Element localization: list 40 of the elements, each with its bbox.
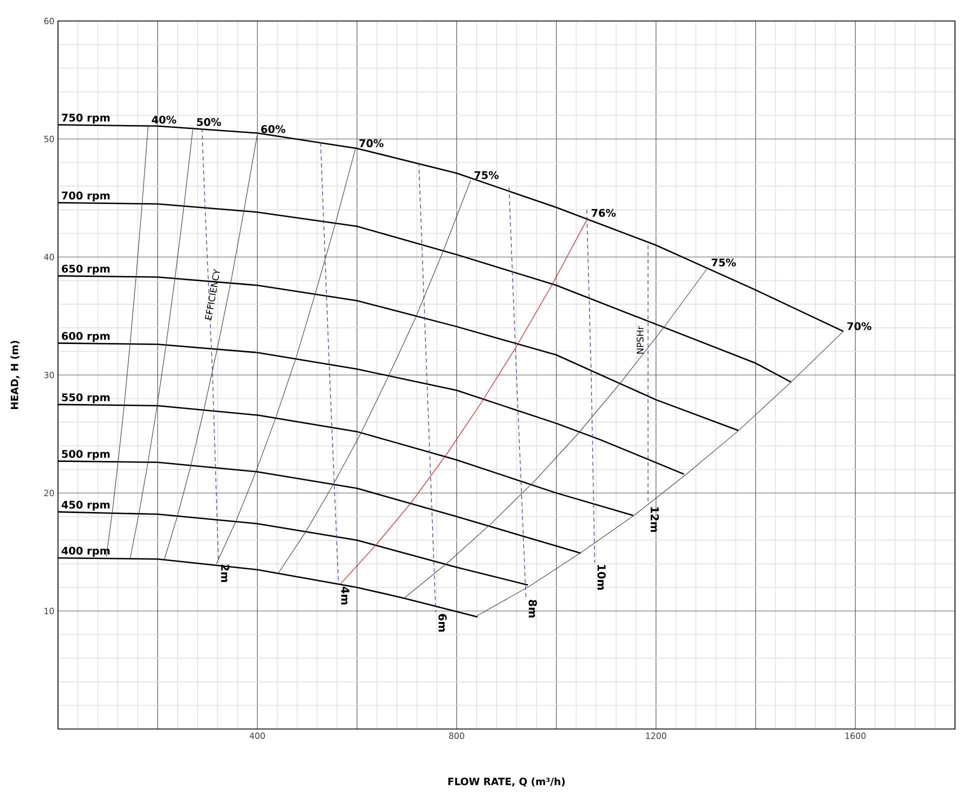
- annotation: EFFICIENCY: [204, 268, 220, 320]
- series-label: 650 rpm: [62, 264, 110, 275]
- text: 12m: [650, 507, 659, 532]
- text: 6m: [438, 614, 447, 632]
- y-tick-label: 60: [44, 18, 54, 24]
- line-series: [164, 134, 258, 561]
- series-label: 400 rpm: [62, 546, 110, 557]
- series-label: 75%: [474, 171, 499, 180]
- y-tick-label: 20: [44, 490, 54, 496]
- text: 4m: [341, 586, 350, 604]
- text: 8m: [528, 600, 537, 618]
- text: 10m: [597, 565, 606, 590]
- y-axis-title: HEAD, H (m): [10, 340, 20, 410]
- x-tick-label: 400: [250, 732, 265, 739]
- y-tick-label: 40: [44, 254, 54, 260]
- line-series: [340, 218, 588, 584]
- x-tick-label: 800: [449, 732, 464, 739]
- series-label: 750 rpm: [62, 114, 110, 124]
- x-tick-label: 1600: [845, 732, 866, 739]
- annotation: NPSHr: [636, 326, 644, 354]
- series-label: 450 rpm: [62, 500, 110, 511]
- series-label: 500 rpm: [62, 450, 110, 460]
- series-label: 75%: [712, 258, 736, 266]
- series-label: 70%: [359, 139, 384, 148]
- y-tick-label: 10: [44, 608, 54, 614]
- line-series: [278, 180, 471, 574]
- series-label: 70%: [847, 322, 872, 330]
- series-label: 50%: [197, 118, 222, 126]
- line-series: [404, 267, 708, 598]
- series-label: 700 rpm: [62, 192, 110, 202]
- x-tick-label: 1200: [646, 732, 666, 739]
- series-label: 60%: [261, 125, 286, 134]
- series-label: 550 rpm: [62, 393, 110, 404]
- x-axis-title: FLOW RATE, Q (m³/h): [448, 777, 565, 787]
- series-label: 76%: [592, 208, 616, 217]
- y-tick-label: 50: [44, 136, 54, 142]
- y-tick-label: 30: [44, 372, 54, 378]
- line-series: [130, 126, 194, 558]
- line-series: [202, 128, 219, 563]
- series-label: 600 rpm: [62, 332, 110, 342]
